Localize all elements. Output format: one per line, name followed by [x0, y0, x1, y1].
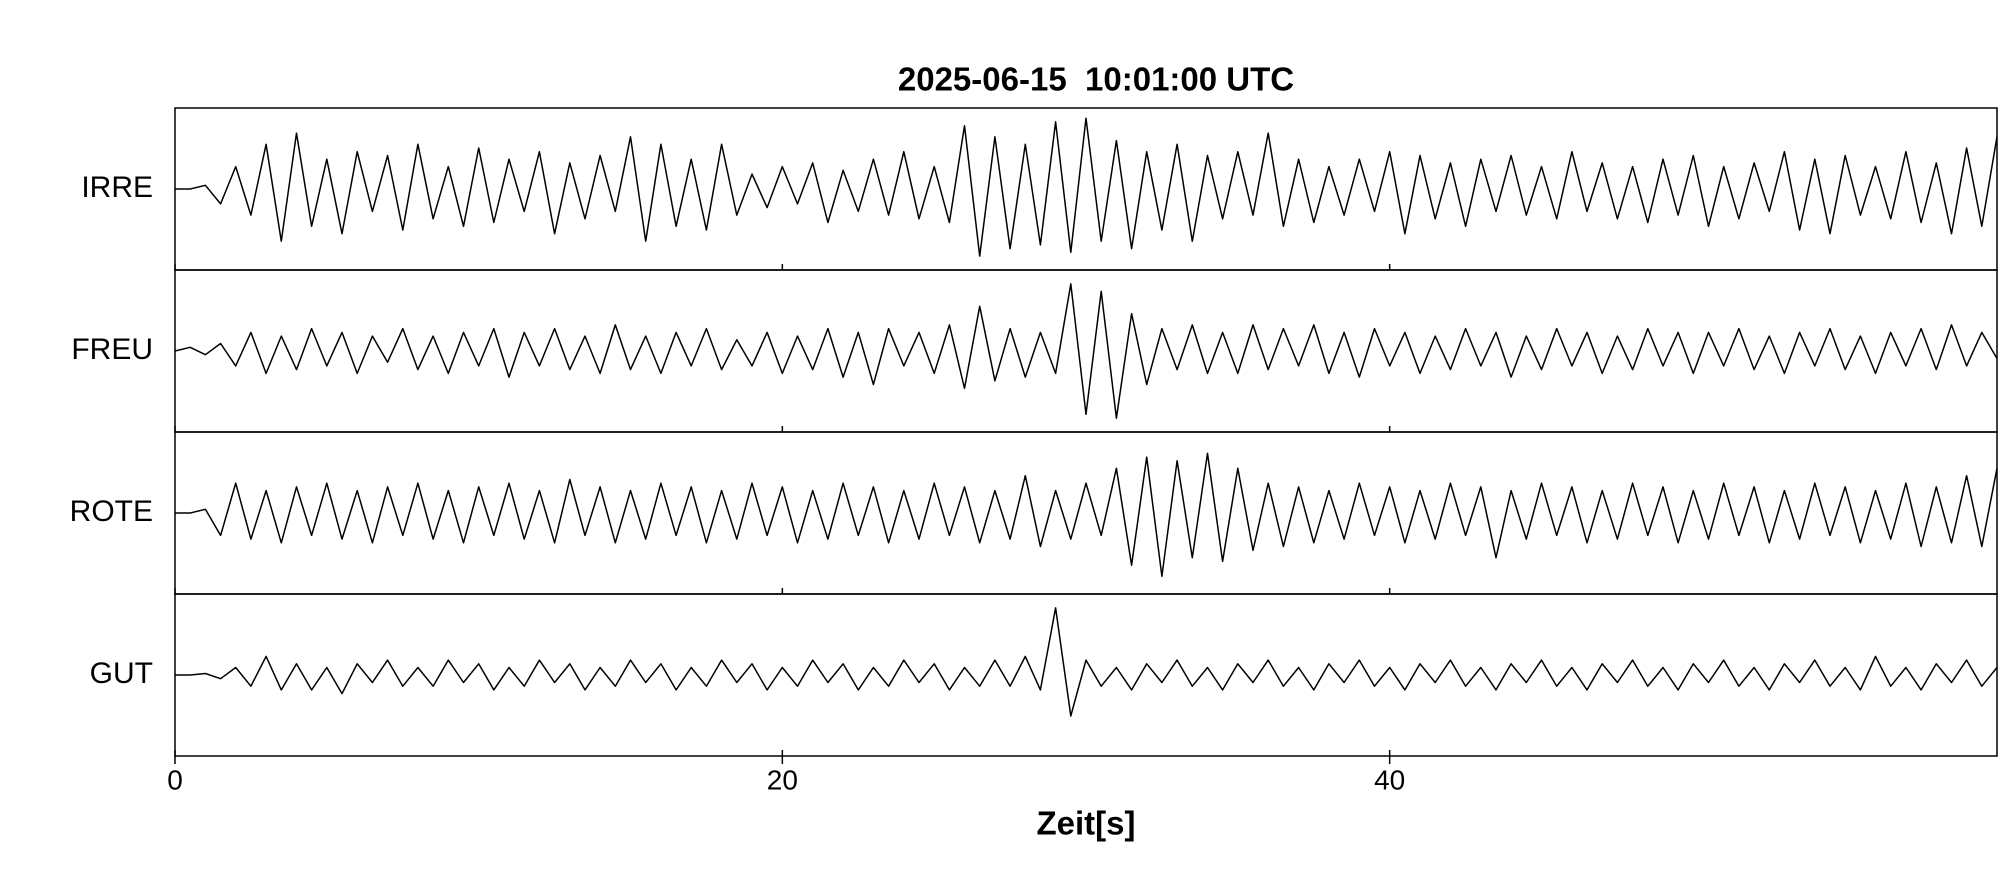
x-axis-label: Zeit[s] [1037, 805, 1136, 842]
waveform [174, 283, 1998, 419]
station-label: ROTE [70, 495, 153, 528]
station-label: IRRE [81, 171, 153, 204]
waveform [175, 452, 1998, 578]
waveform [175, 117, 1998, 257]
x-tick-label: 20 [767, 764, 798, 795]
panel-frame [174, 431, 1998, 595]
panel-frame [174, 593, 1998, 757]
waveform [175, 607, 1998, 717]
panel-frame [174, 107, 1998, 271]
x-tick-label: 40 [1374, 764, 1405, 795]
panel-frame [174, 269, 1998, 433]
station-label: GUT [90, 657, 153, 690]
station-label: FREU [71, 333, 153, 366]
chart-title: 2025-06-15 10:01:00 UTC [898, 61, 1294, 98]
x-tick-label: 0 [167, 764, 183, 795]
